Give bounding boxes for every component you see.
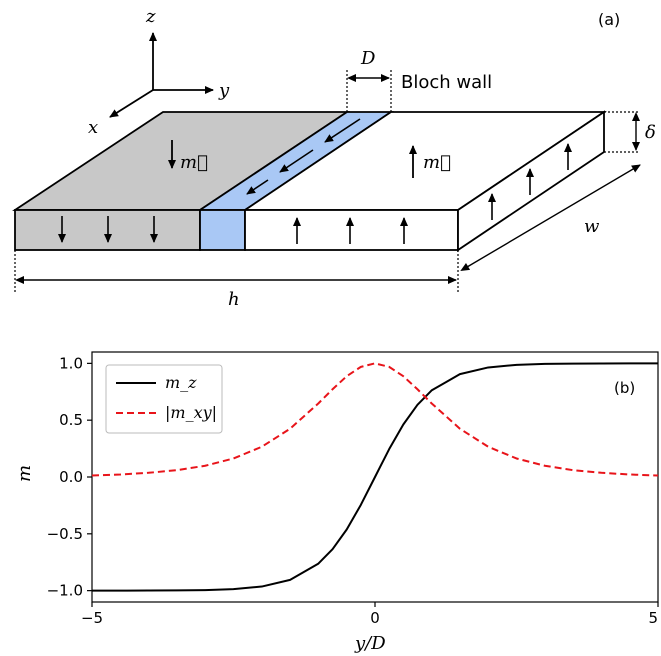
dimension-h: h [14,250,459,310]
panel-a: (a) z y x [12,6,656,310]
y-axis-label: m [14,465,35,482]
dim-delta-label: δ [645,122,656,143]
x-tick-label: 0 [370,609,380,627]
dimension-w: w [460,164,641,272]
y-tick-label: −0.5 [47,525,83,543]
down-moment-arrows [58,140,176,243]
bloch-wall-front [199,209,246,251]
up-domain-front [244,209,459,251]
legend-entry-mxy: |m_xy| [165,403,217,422]
panel-b-chart: 1.0 0.5 0.0 −0.5 −1.0 −5 0 5 (b) m y/D m_z |m_… [14,351,659,654]
dimension-D: D Bloch wall [346,48,492,112]
x-axis-label: y/D [354,633,386,654]
legend-entry-mz: m_z [165,373,197,392]
y-tick-label: −1.0 [47,582,83,600]
axis-z-label: z [145,6,156,27]
wall-moment-arrows [246,118,361,195]
x-tick-label: 5 [648,609,658,627]
series-lines [91,362,659,592]
bloch-wall-label: Bloch wall [401,72,492,93]
axis-x-label: x [88,117,98,138]
moment-label-up: m⃗ [423,152,451,173]
series-line-mz [92,362,658,592]
dim-w-label: w [584,216,600,237]
legend-box [105,364,223,434]
axis-y-label: y [218,80,230,101]
y-tick-label: 0.0 [59,468,83,486]
dim-h-label: h [228,289,240,310]
panel-b-label: (b) [614,379,635,397]
dim-D-label: D [360,48,376,69]
y-tick-label: 1.0 [59,354,83,372]
series-line-mxy [91,362,659,477]
moment-label-down: m⃗ [180,152,208,173]
x-ticks: −5 0 5 [81,602,659,627]
dimension-delta: δ [604,111,656,153]
y-tick-label: 0.5 [59,411,83,429]
panel-a-label: (a) [598,10,620,29]
legend: m_z |m_xy| [105,364,223,434]
magnetic-slab: m⃗ m⃗ [12,110,607,252]
y-ticks: 1.0 0.5 0.0 −0.5 −1.0 [47,354,92,600]
coordinate-axes: z y x [88,6,230,138]
x-tick-label: −5 [81,609,103,627]
